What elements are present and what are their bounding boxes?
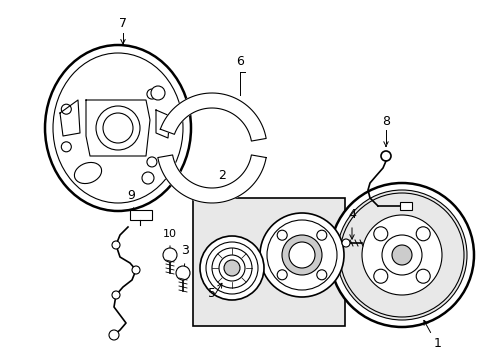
Circle shape [61, 104, 71, 114]
Circle shape [415, 269, 429, 283]
Circle shape [329, 183, 473, 327]
Circle shape [260, 213, 343, 297]
Text: 2: 2 [218, 169, 225, 182]
Circle shape [361, 215, 441, 295]
Circle shape [146, 89, 157, 99]
Circle shape [219, 255, 244, 281]
Polygon shape [158, 155, 265, 203]
Text: 1: 1 [433, 337, 441, 350]
Circle shape [391, 245, 411, 265]
Circle shape [200, 236, 264, 300]
Circle shape [381, 235, 421, 275]
Circle shape [316, 230, 326, 240]
Text: 6: 6 [236, 55, 244, 68]
Polygon shape [156, 110, 170, 138]
Polygon shape [160, 93, 265, 141]
Text: 9: 9 [127, 189, 135, 202]
Bar [130, 210, 152, 220]
Circle shape [415, 227, 429, 241]
Circle shape [277, 270, 286, 280]
Circle shape [96, 106, 140, 150]
Circle shape [277, 230, 286, 240]
Circle shape [112, 241, 120, 249]
Circle shape [282, 235, 321, 275]
Circle shape [316, 270, 326, 280]
Circle shape [109, 330, 119, 340]
Text: 7: 7 [119, 17, 127, 30]
Circle shape [373, 227, 387, 241]
Circle shape [373, 269, 387, 283]
Text: 5: 5 [207, 287, 216, 300]
Ellipse shape [45, 45, 191, 211]
Circle shape [142, 172, 154, 184]
Circle shape [163, 248, 177, 262]
Circle shape [61, 142, 71, 152]
Circle shape [341, 239, 349, 247]
Polygon shape [60, 100, 80, 136]
Circle shape [132, 266, 140, 274]
Text: 4: 4 [347, 208, 355, 221]
Circle shape [151, 86, 164, 100]
Text: 3: 3 [181, 244, 188, 257]
Circle shape [288, 242, 314, 268]
Circle shape [176, 266, 190, 280]
Text: 8: 8 [381, 115, 389, 128]
Circle shape [112, 291, 120, 299]
Circle shape [336, 190, 466, 320]
Circle shape [146, 157, 157, 167]
Bar [399, 202, 411, 210]
Circle shape [224, 260, 240, 276]
Circle shape [380, 151, 390, 161]
Bar [193, 198, 345, 326]
Ellipse shape [74, 162, 102, 184]
Text: 10: 10 [163, 229, 177, 239]
